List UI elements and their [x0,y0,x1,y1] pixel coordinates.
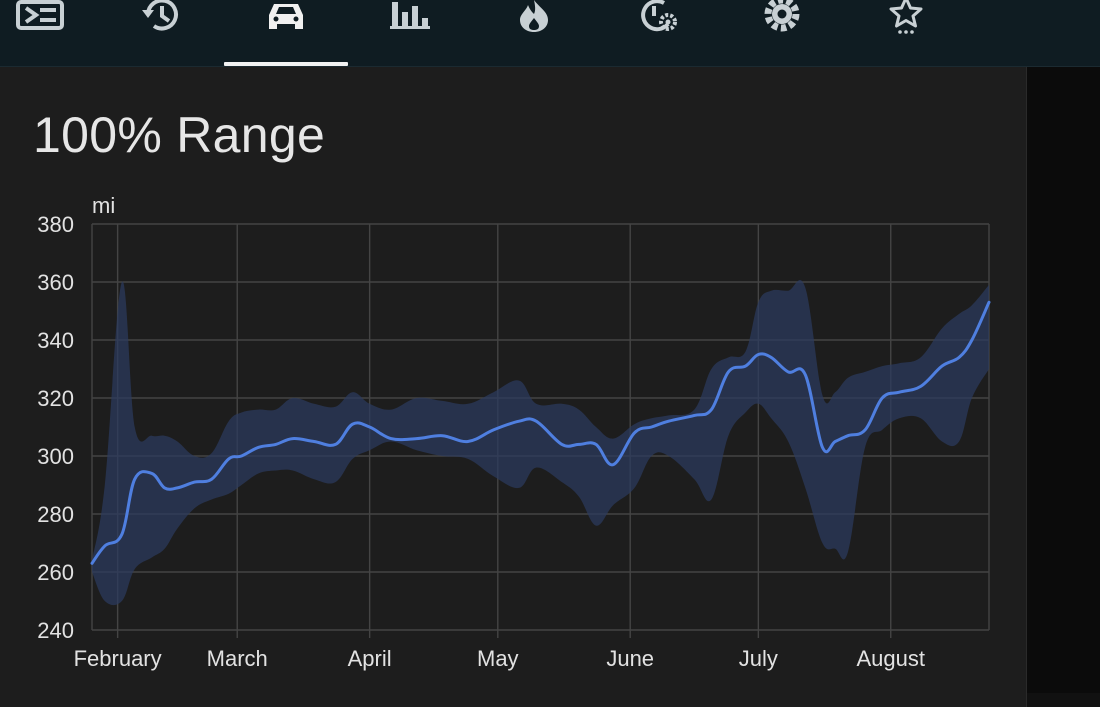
y-axis-ticks: 240 260 280 300 320 340 360 380 [37,212,74,643]
x-tick-label: February [74,646,162,671]
x-tick-label: March [207,646,268,671]
x-tick-label: August [857,646,926,671]
tab-schedule[interactable] [596,0,720,66]
y-tick-label: 380 [37,212,74,237]
y-tick-label: 320 [37,386,74,411]
tab-favorites[interactable] [844,0,968,66]
y-tick-label: 240 [37,618,74,643]
range-line [90,300,991,565]
car-icon [269,4,303,29]
side-panel-edge [1027,67,1100,693]
timer-settings-icon [641,0,677,32]
y-tick-label: 300 [37,444,74,469]
tab-log[interactable] [0,0,102,66]
tab-charging[interactable] [472,0,596,66]
y-axis-unit-label: mi [92,193,115,218]
x-axis-ticks: February March April May June July August [74,630,925,671]
tab-statistics[interactable] [348,0,472,66]
x-tick-label: June [606,646,654,671]
tab-history[interactable] [100,0,224,66]
y-tick-label: 360 [37,270,74,295]
top-navigation-bar [0,0,1100,67]
x-tick-label: April [348,646,392,671]
log-list-icon [16,0,64,30]
gear-icon [764,0,800,32]
range-band [92,280,989,606]
x-tick-label: July [739,646,778,671]
bar-chart-icon [390,2,430,29]
y-tick-label: 280 [37,502,74,527]
y-tick-label: 340 [37,328,74,353]
card-title: 100% Range [33,107,326,163]
average-range-line [90,300,991,565]
tab-settings[interactable] [720,0,844,66]
star-more-icon [889,0,923,34]
history-icon [142,0,178,31]
tab-vehicle[interactable] [224,0,348,66]
x-tick-label: May [477,646,519,671]
min-max-band [92,280,989,606]
y-tick-label: 260 [37,560,74,585]
active-tab-indicator [224,62,348,66]
flame-icon [520,0,548,32]
